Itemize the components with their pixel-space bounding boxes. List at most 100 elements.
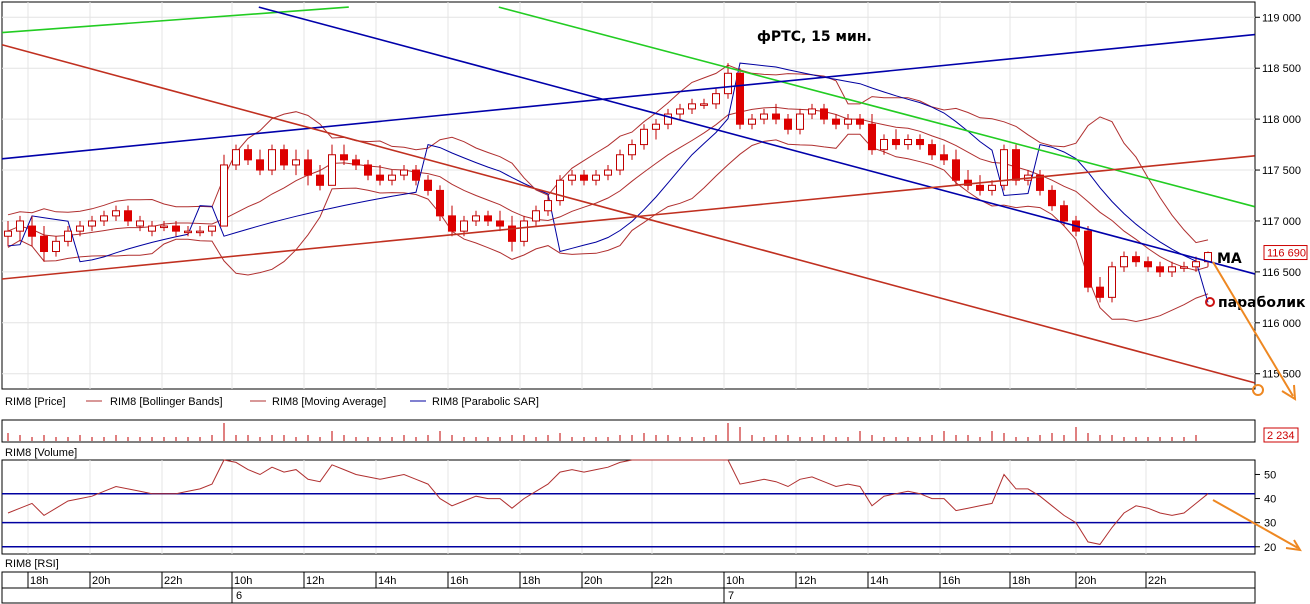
candle-up — [796, 113, 804, 130]
trend-line-red-ascending — [1, 154, 1255, 280]
candle-down — [952, 159, 960, 181]
hour-label: 20h — [1078, 575, 1096, 587]
legend-rsi: RIM8 [RSI] — [5, 558, 59, 570]
ma-annotation: MA — [1217, 251, 1242, 267]
candle-up — [652, 123, 660, 130]
price-legend: RIM8 [Price] RIM8 [Bollinger Bands] RIM8… — [5, 396, 539, 408]
last-price-marker: 116 690 — [1263, 245, 1308, 261]
candle-up — [148, 225, 156, 232]
candle-down — [124, 210, 132, 222]
price-panel[interactable] — [1, 1, 1256, 390]
candle-up — [76, 225, 84, 232]
hour-label: 22h — [164, 575, 182, 587]
candle-up — [16, 220, 24, 232]
candle-up — [568, 174, 576, 181]
candle-down — [892, 138, 900, 146]
hour-label: 12h — [306, 575, 324, 587]
candle-down — [928, 144, 936, 156]
hour-label: 10h — [726, 575, 744, 587]
legend-price: RIM8 [Price] — [5, 396, 66, 408]
candle-up — [1000, 149, 1008, 186]
candle-up — [664, 113, 672, 125]
price-tick-label: 116 500 — [1262, 267, 1301, 279]
candle-up — [196, 230, 204, 234]
candle-down — [340, 154, 348, 161]
candle-up — [100, 215, 108, 222]
candle-up — [52, 240, 60, 253]
rsi-line — [7, 459, 1209, 545]
candle-up — [112, 210, 120, 217]
candle-up — [988, 184, 996, 191]
candle-down — [280, 149, 288, 166]
hour-label: 22h — [654, 575, 672, 587]
candle-up — [160, 225, 168, 229]
candle-down — [424, 179, 432, 191]
candle-up — [400, 169, 408, 176]
day-label: 6 — [236, 590, 242, 602]
trend-line-red-descending — [1, 44, 1256, 384]
candle-up — [748, 118, 756, 125]
time-axis-labels: 18h 20h 22h 10h 6 12h 14h 16h 18h 20h 22h 10h 7 12h 14… — [27, 572, 1166, 603]
price-tick-label: 115 500 — [1262, 369, 1301, 381]
rsi-panel[interactable] — [1, 459, 1256, 555]
hour-label: 18h — [522, 575, 540, 587]
rsi-tick-label: 50 — [1264, 469, 1276, 481]
candle-up — [904, 138, 912, 146]
candle-down — [448, 215, 456, 232]
candle-up — [760, 113, 768, 120]
candle-down — [784, 118, 792, 130]
price-tick-label: 117 000 — [1262, 216, 1301, 228]
candle-down — [28, 225, 36, 237]
legend-bollinger: RIM8 [Bollinger Bands] — [110, 396, 223, 408]
candle-down — [832, 118, 840, 125]
candle-up — [328, 154, 336, 186]
candle-down — [1048, 189, 1056, 207]
candle-up — [616, 154, 624, 171]
hour-label: 20h — [92, 575, 110, 587]
svg-text:2 234: 2 234 — [1267, 430, 1295, 442]
price-tick-label: 118 500 — [1262, 63, 1301, 75]
candle-down — [964, 179, 972, 186]
hour-label: 10h — [234, 575, 252, 587]
trend-line-blue-descending — [258, 6, 1256, 275]
indicator-lines — [7, 62, 1209, 323]
candle-up — [388, 174, 396, 181]
candle-down — [496, 220, 504, 227]
candle-up — [88, 220, 96, 227]
last-volume-marker: 2 234 — [1263, 427, 1299, 443]
candle-down — [940, 154, 948, 161]
bollinger-upper-line — [7, 64, 1209, 244]
candle-down — [436, 189, 444, 217]
trend-lines — [1, 6, 1256, 384]
candle-up — [220, 164, 228, 227]
candle-up — [268, 149, 276, 171]
hour-label: 14h — [378, 575, 396, 587]
hour-label: 18h — [1012, 575, 1030, 587]
candle-up — [844, 118, 852, 125]
candle-up — [640, 128, 648, 146]
candle-down — [352, 159, 360, 166]
hour-label: 20h — [584, 575, 602, 587]
hour-label: 22h — [1148, 575, 1166, 587]
candle-down — [976, 184, 984, 191]
candle-up — [808, 108, 816, 115]
candle-up — [208, 225, 216, 232]
candle-down — [580, 174, 588, 181]
candle-up — [232, 149, 240, 166]
chart-title: фРТС, 15 мин. — [757, 29, 872, 45]
rsi-tick-label: 20 — [1264, 542, 1276, 554]
trend-line-blue-ascending — [1, 33, 1255, 160]
day-label: 7 — [728, 590, 734, 602]
trend-line-green-lower — [498, 6, 1256, 208]
candle-up — [556, 179, 564, 202]
candle-up — [4, 230, 12, 237]
candle-down — [820, 108, 828, 120]
candle-up — [136, 220, 144, 227]
target-marker — [1252, 384, 1264, 396]
volume-panel[interactable] — [1, 419, 1256, 443]
rsi-series: 50 40 30 20 — [2, 459, 1276, 554]
rsi-tick-label: 40 — [1264, 494, 1276, 506]
candle-down — [256, 159, 264, 171]
candle-up — [520, 220, 528, 242]
candle-down — [1036, 174, 1044, 191]
